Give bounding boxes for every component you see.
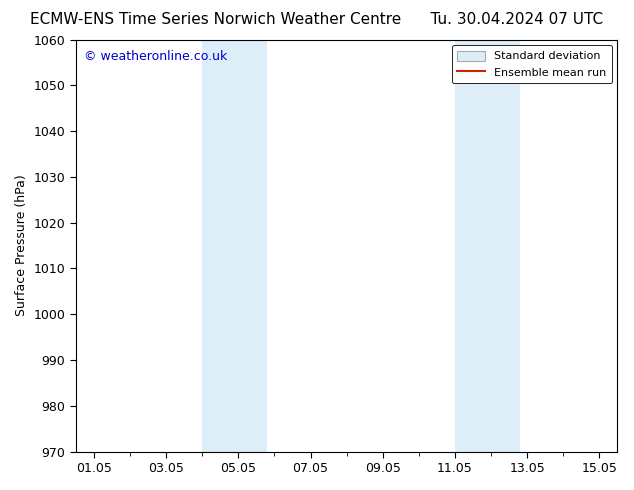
Bar	[455, 40, 520, 452]
Y-axis label: Surface Pressure (hPa): Surface Pressure (hPa)	[15, 175, 28, 317]
Legend: Standard deviation, Ensemble mean run: Standard deviation, Ensemble mean run	[452, 45, 612, 83]
Text: © weatheronline.co.uk: © weatheronline.co.uk	[84, 50, 227, 63]
Bar	[202, 40, 267, 452]
Text: ECMW-ENS Time Series Norwich Weather Centre      Tu. 30.04.2024 07 UTC: ECMW-ENS Time Series Norwich Weather Cen…	[30, 12, 604, 27]
